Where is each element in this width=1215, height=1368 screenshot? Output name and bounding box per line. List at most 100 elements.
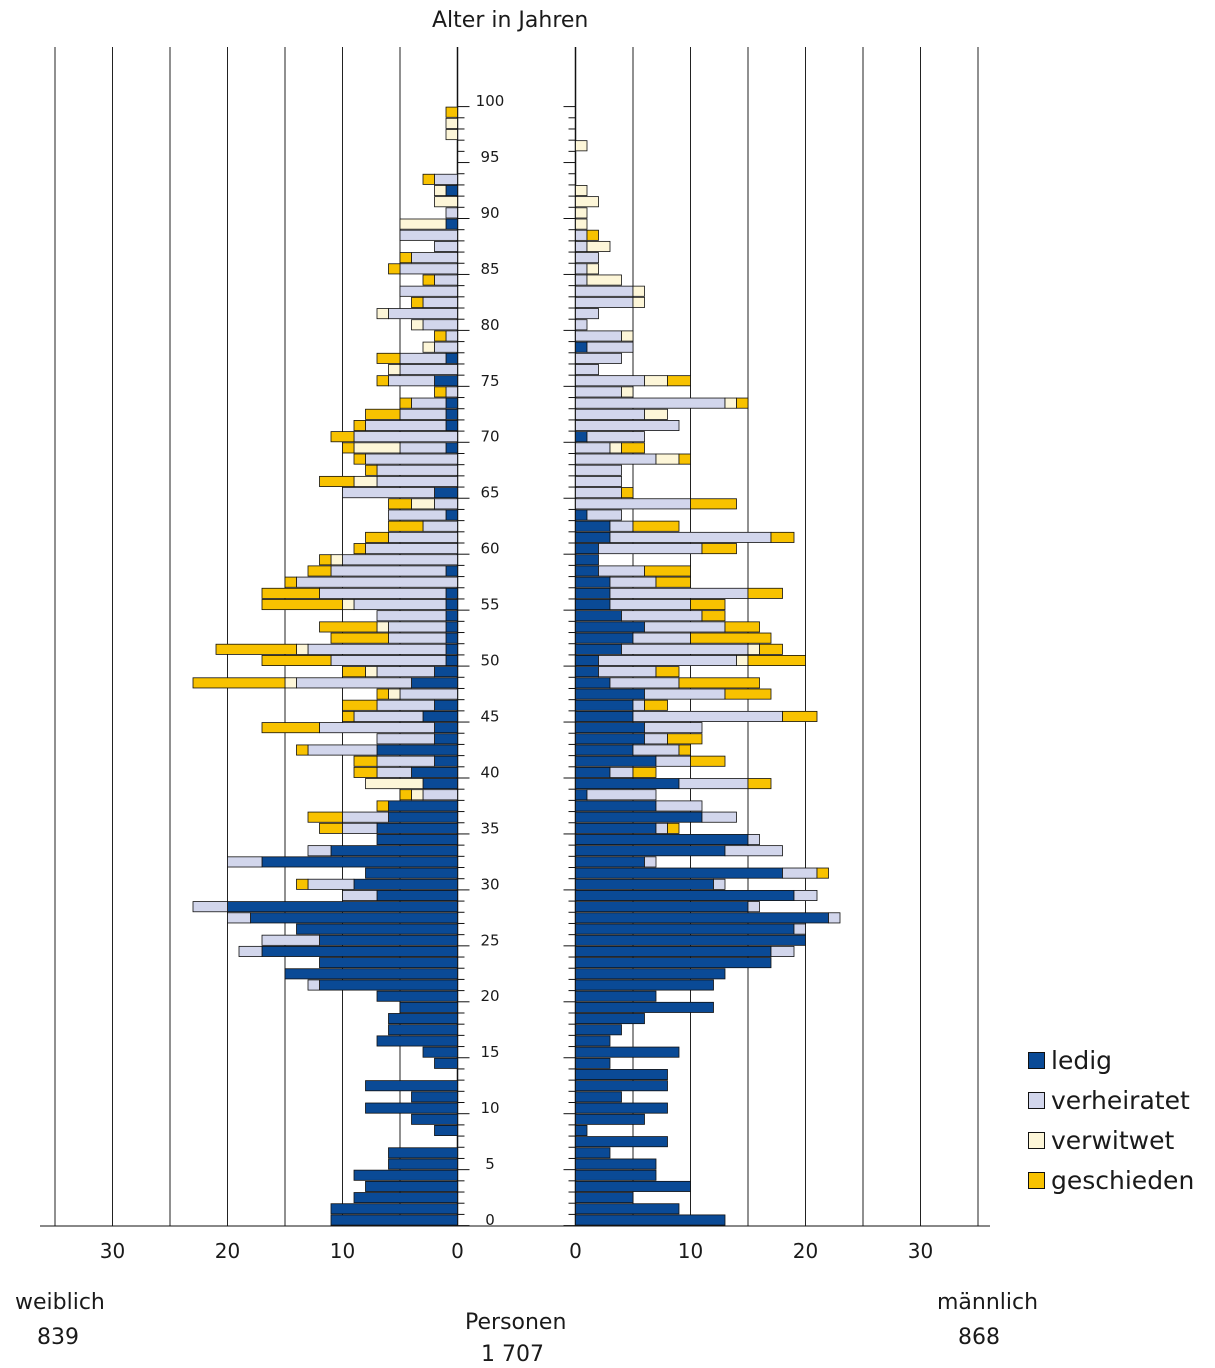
bar-female-age-72-geschieden bbox=[365, 408, 401, 420]
bar-female-age-42-geschieden bbox=[296, 744, 309, 756]
bar-male-age-22-ledig bbox=[575, 968, 726, 980]
bar-female-age-80-verheiratet bbox=[422, 319, 458, 331]
bar-female-age-71-geschieden bbox=[353, 420, 366, 432]
bar-female-age-90-verheiratet bbox=[445, 207, 458, 219]
bar-male-age-72-verwitwet bbox=[644, 408, 668, 420]
bar-female-age-63-ledig bbox=[445, 509, 458, 521]
bar-male-age-40-ledig bbox=[575, 766, 611, 778]
bar-male-age-21-ledig bbox=[575, 979, 714, 991]
bar-female-age-33-verheiratet bbox=[307, 845, 332, 857]
bar-female-age-47-verwitwet bbox=[388, 688, 401, 700]
bar-male-age-34-ledig bbox=[575, 834, 749, 846]
bar-male-age-44-ledig bbox=[575, 722, 645, 734]
bar-male-age-52-geschieden bbox=[690, 632, 772, 644]
bar-male-age-63-verheiratet bbox=[586, 509, 622, 521]
bar-male-age-71-verheiratet bbox=[575, 420, 680, 432]
bar-female-age-11-ledig bbox=[411, 1091, 458, 1103]
bar-female-age-52-ledig bbox=[445, 632, 458, 644]
bar-female-age-64-verheiratet bbox=[434, 498, 458, 510]
x-tick-male-10: 10 bbox=[678, 1239, 703, 1263]
bar-female-age-85-geschieden bbox=[388, 263, 401, 275]
bar-female-age-59-verheiratet bbox=[342, 554, 458, 566]
bar-male-age-50-ledig bbox=[575, 655, 599, 666]
bar-male-age-26-verheiratet bbox=[793, 923, 806, 935]
bar-female-age-49-ledig bbox=[434, 666, 458, 678]
age-label-100: 100 bbox=[476, 92, 505, 110]
bar-female-age-35-verheiratet bbox=[342, 822, 378, 834]
bar-male-age-28-verheiratet bbox=[747, 901, 760, 913]
legend-swatch-ledig bbox=[1028, 1051, 1045, 1069]
bar-male-age-70-ledig bbox=[575, 431, 588, 443]
bar-male-age-27-verheiratet bbox=[828, 912, 841, 924]
bar-male-age-59-ledig bbox=[575, 554, 599, 566]
bar-male-age-35-verheiratet bbox=[655, 822, 668, 834]
bar-male-age-39-ledig bbox=[575, 778, 680, 790]
bar-female-age-41-geschieden bbox=[353, 755, 378, 767]
bar-female-age-34-ledig bbox=[376, 834, 458, 846]
bar-male-age-44-verheiratet bbox=[644, 722, 703, 734]
age-label-95: 95 bbox=[480, 148, 499, 166]
bar-female-age-60-geschieden bbox=[353, 543, 366, 555]
bar-female-age-20-ledig bbox=[376, 990, 458, 1002]
bar-male-age-32-ledig bbox=[575, 856, 645, 868]
bar-male-age-57-verheiratet bbox=[609, 576, 657, 588]
bar-female-age-25-ledig bbox=[319, 934, 458, 946]
bar-male-age-28-ledig bbox=[575, 901, 749, 913]
bar-female-age-41-verheiratet bbox=[376, 755, 435, 767]
bar-male-age-43-geschieden bbox=[667, 733, 703, 745]
bar-female-age-24-ledig bbox=[261, 945, 458, 957]
bar-female-age-16-ledig bbox=[376, 1035, 458, 1047]
bar-male-age-50-verheiratet bbox=[598, 655, 737, 666]
bar-female-age-93-verheiratet bbox=[434, 173, 458, 185]
bar-female-age-40-ledig bbox=[411, 766, 458, 778]
bar-female-age-64-geschieden bbox=[388, 498, 412, 510]
bar-female-age-78-verheiratet bbox=[434, 341, 458, 353]
bar-female-age-67-verheiratet bbox=[376, 464, 458, 476]
bar-female-age-5-ledig bbox=[388, 1158, 458, 1170]
bar-male-age-18-ledig bbox=[575, 1013, 645, 1025]
bar-male-age-83-verheiratet bbox=[575, 285, 634, 297]
age-label-40: 40 bbox=[480, 763, 499, 781]
bar-female-age-81-verheiratet bbox=[388, 308, 458, 320]
age-label-15: 15 bbox=[480, 1043, 499, 1061]
bar-female-age-78-verwitwet bbox=[422, 341, 435, 353]
bar-female-age-54-ledig bbox=[445, 610, 458, 622]
bar-female-age-48-ledig bbox=[411, 677, 458, 689]
bar-female-age-77-ledig bbox=[445, 352, 458, 364]
bar-female-age-15-ledig bbox=[422, 1046, 458, 1058]
bar-female-age-47-verheiratet bbox=[399, 688, 458, 700]
bar-female-age-65-verheiratet bbox=[342, 487, 435, 499]
bar-male-age-70-verheiratet bbox=[586, 431, 645, 443]
bar-male-age-0-ledig bbox=[575, 1214, 726, 1226]
bar-female-age-17-ledig bbox=[388, 1024, 458, 1036]
bar-male-age-61-verheiratet bbox=[609, 531, 772, 543]
bar-female-age-31-ledig bbox=[365, 867, 458, 879]
bar-female-age-21-verheiratet bbox=[307, 979, 320, 991]
bar-female-age-75-ledig bbox=[434, 375, 458, 387]
bar-female-age-10-ledig bbox=[365, 1102, 458, 1114]
age-label-20: 20 bbox=[480, 987, 499, 1005]
age-label-10: 10 bbox=[480, 1099, 499, 1117]
bar-male-age-53-geschieden bbox=[724, 621, 760, 633]
bar-male-age-81-verheiratet bbox=[575, 308, 599, 320]
bar-female-age-70-geschieden bbox=[330, 431, 355, 443]
bar-male-age-37-verheiratet bbox=[655, 800, 703, 812]
bar-female-age-75-verheiratet bbox=[388, 375, 435, 387]
bar-male-age-48-geschieden bbox=[678, 677, 760, 689]
bar-female-age-6-ledig bbox=[388, 1147, 458, 1159]
bar-female-age-77-verheiratet bbox=[399, 352, 447, 364]
bar-female-age-35-geschieden bbox=[319, 822, 343, 834]
bar-female-age-51-verwitwet bbox=[296, 643, 309, 655]
bar-female-age-79-geschieden bbox=[434, 330, 447, 342]
bar-male-age-7-ledig bbox=[575, 1136, 668, 1148]
bar-female-age-54-verheiratet bbox=[376, 610, 447, 622]
bar-male-age-10-ledig bbox=[575, 1102, 668, 1114]
bar-female-age-44-geschieden bbox=[261, 722, 320, 734]
bar-female-age-91-verwitwet bbox=[434, 196, 458, 208]
bar-male-age-56-verheiratet bbox=[609, 587, 749, 599]
bar-female-age-57-geschieden bbox=[284, 576, 297, 588]
bar-male-age-69-verheiratet bbox=[575, 442, 611, 454]
bar-female-age-77-geschieden bbox=[376, 352, 401, 364]
bar-female-age-44-ledig bbox=[434, 722, 458, 734]
bar-male-age-38-ledig bbox=[575, 789, 588, 801]
